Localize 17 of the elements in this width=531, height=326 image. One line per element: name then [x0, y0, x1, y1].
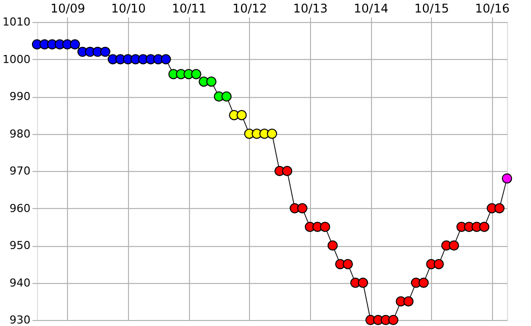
x-tick-label: 10/09	[50, 2, 86, 16]
y-tick-label: 980	[10, 127, 30, 140]
y-tick-label: 1010	[2, 16, 30, 28]
y-tick-label: 990	[10, 90, 30, 103]
y-tick-label: 940	[10, 276, 30, 290]
y-tick-label: 1000	[2, 52, 30, 66]
x-tick-label: 10/10	[111, 2, 146, 16]
x-tick-label: 10/11	[172, 2, 206, 16]
y-tick-label: 950	[10, 239, 30, 252]
x-tick-label: 10/15	[414, 2, 449, 16]
y-tick-label: 970	[10, 164, 30, 178]
x-tick-label: 10/14	[354, 2, 388, 16]
x-tick-label: 10/13	[293, 2, 328, 16]
y-tick-label: 930	[10, 314, 30, 326]
x-tick-label: 10/12	[232, 2, 268, 16]
y-tick-label: 960	[10, 202, 30, 215]
x-tick-label: 10/16	[475, 2, 510, 16]
